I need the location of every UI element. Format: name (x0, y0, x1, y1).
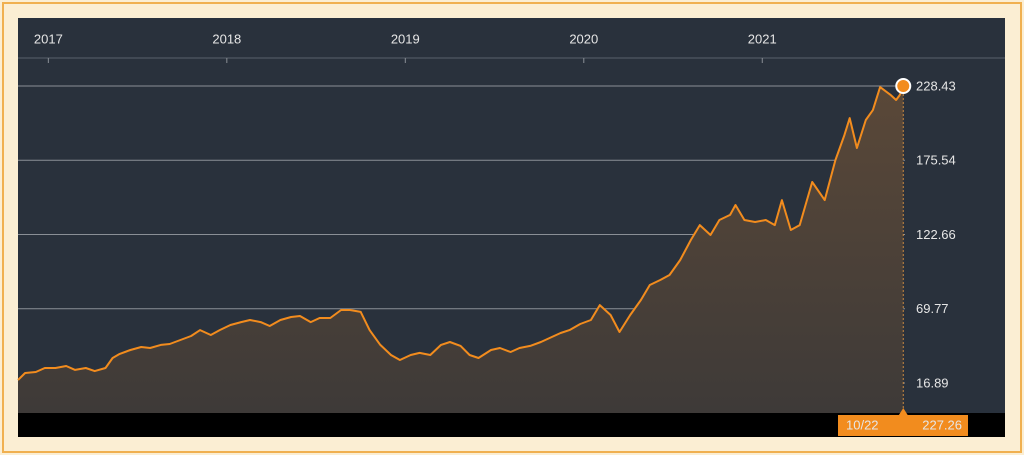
cursor-value: 227.26 (922, 417, 962, 432)
price-line (17, 85, 905, 381)
x-tick-label: 2021 (748, 31, 777, 46)
cursor-pointer (898, 408, 909, 416)
y-tick-label: 122.66 (916, 227, 956, 242)
area-fill (18, 86, 904, 413)
y-tick-label: 228.43 (916, 78, 956, 93)
y-tick-label: 175.54 (916, 153, 956, 168)
cursor-badge (838, 415, 968, 436)
x-tick-label: 2019 (391, 31, 420, 46)
x-tick-label: 2020 (569, 31, 598, 46)
cursor-date: 10/22 (846, 417, 879, 432)
x-tick-label: 2018 (212, 31, 241, 46)
y-tick-label: 16.89 (916, 375, 949, 390)
last-point (895, 78, 912, 95)
y-tick-label: 69.77 (916, 301, 949, 316)
x-tick-label: 2017 (34, 31, 63, 46)
